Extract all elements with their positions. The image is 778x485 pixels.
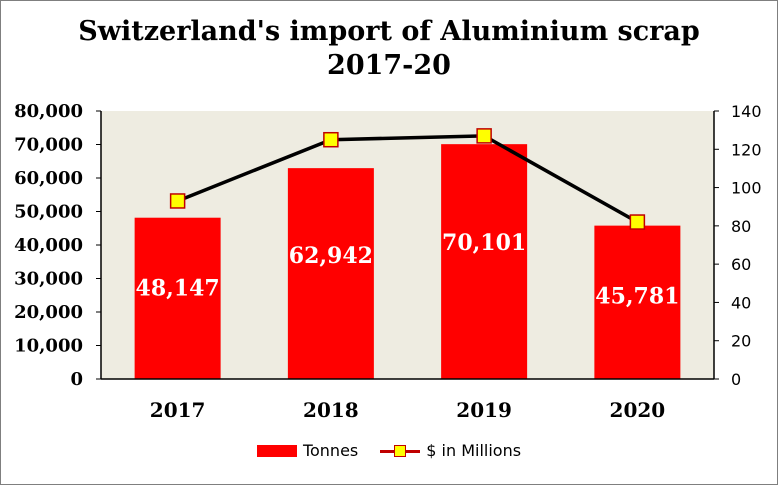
usd-marker-2020 — [629, 214, 646, 230]
bar-value-label: 45,781 — [595, 284, 679, 310]
legend-swatch-bar — [256, 444, 297, 457]
bar-2018 — [287, 168, 374, 379]
bar-value-label: 48,147 — [136, 276, 220, 302]
legend-item-usd-millions: $ in Millions — [380, 441, 521, 460]
right-tick-label: 80 — [731, 217, 751, 236]
right-tick-label: 120 — [731, 140, 762, 159]
bar-value-label: 70,101 — [442, 230, 526, 256]
bar-value-label: 62,942 — [289, 243, 373, 269]
right-tick-label: 60 — [731, 255, 751, 274]
x-tick-label: 2019 — [456, 398, 512, 422]
right-tick-label: 20 — [731, 332, 751, 351]
left-tick-label: 50,000 — [14, 202, 83, 223]
x-tick-label: 2017 — [150, 398, 206, 422]
legend-swatch-line — [380, 444, 421, 458]
legend-label-tonnes: Tonnes — [302, 441, 359, 460]
right-tick-label: 0 — [731, 370, 741, 389]
usd-marker-2017 — [169, 193, 186, 209]
left-tick-label: 20,000 — [14, 302, 83, 323]
bar-2019 — [441, 144, 528, 379]
right-tick-label: 40 — [731, 293, 751, 312]
left-tick-label: 10,000 — [14, 336, 83, 357]
legend: Tonnes $ in Millions — [1, 441, 777, 460]
right-tick-label: 100 — [731, 179, 762, 198]
usd-millions-line — [176, 134, 639, 224]
legend-item-tonnes: Tonnes — [256, 441, 359, 460]
bar-2017 — [134, 217, 221, 379]
left-tick-label: 30,000 — [14, 269, 83, 290]
usd-marker-2018 — [323, 131, 339, 148]
chart-title: Switzerland's import of Aluminium scrap … — [1, 15, 777, 83]
left-tick-label: 70,000 — [14, 135, 83, 156]
bar-2020 — [594, 225, 681, 379]
left-tick-label: 80,000 — [14, 101, 83, 122]
x-tick-label: 2020 — [610, 398, 666, 422]
usd-marker-2019 — [476, 128, 492, 144]
right-tick-label: 140 — [731, 102, 762, 121]
x-tick-label: 2018 — [303, 398, 359, 422]
left-tick-label: 0 — [70, 369, 83, 390]
left-tick-label: 60,000 — [14, 168, 83, 189]
legend-label-usd-millions: $ in Millions — [426, 441, 522, 460]
left-tick-label: 40,000 — [14, 235, 83, 256]
chart-title-line1: Switzerland's import of Aluminium scrap — [78, 16, 700, 47]
chart-title-line2: 2017-20 — [327, 50, 451, 81]
